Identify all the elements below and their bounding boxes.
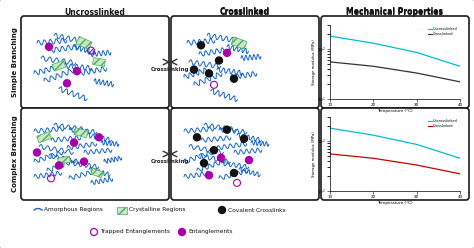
- Bar: [117, 207, 127, 214]
- Text: Crosslinking: Crosslinking: [151, 159, 189, 164]
- Text: Crystalline Regions: Crystalline Regions: [129, 208, 185, 213]
- Bar: [92, 58, 106, 66]
- FancyBboxPatch shape: [21, 16, 169, 108]
- FancyBboxPatch shape: [21, 108, 169, 200]
- Circle shape: [230, 169, 237, 177]
- Y-axis label: Storage modulus (MPa): Storage modulus (MPa): [311, 131, 316, 177]
- Text: Complex Branching: Complex Branching: [12, 116, 18, 192]
- Bar: [76, 36, 92, 50]
- FancyBboxPatch shape: [321, 108, 469, 200]
- Circle shape: [219, 207, 226, 214]
- Circle shape: [201, 160, 208, 167]
- Legend: Uncrosslinked, Crosslinked: Uncrosslinked, Crosslinked: [427, 27, 458, 37]
- Circle shape: [55, 162, 63, 169]
- Circle shape: [71, 139, 78, 146]
- Circle shape: [206, 70, 212, 77]
- Circle shape: [206, 172, 212, 179]
- FancyBboxPatch shape: [171, 16, 319, 108]
- Circle shape: [246, 156, 253, 164]
- Circle shape: [193, 134, 201, 141]
- Circle shape: [64, 80, 71, 87]
- Bar: [52, 61, 66, 71]
- Text: Mechanical Properties: Mechanical Properties: [346, 8, 444, 17]
- FancyBboxPatch shape: [321, 16, 469, 108]
- Text: Amorphous Regions: Amorphous Regions: [44, 208, 103, 213]
- Text: Crosslinked: Crosslinked: [220, 7, 270, 16]
- Circle shape: [210, 147, 218, 154]
- Circle shape: [224, 49, 230, 56]
- Text: Crosslinked: Crosslinked: [220, 8, 270, 17]
- Circle shape: [224, 126, 230, 133]
- Bar: [57, 156, 71, 164]
- Circle shape: [191, 66, 198, 73]
- Text: Crosslinking: Crosslinking: [151, 67, 189, 72]
- Text: Mechanical Properties: Mechanical Properties: [346, 7, 444, 16]
- Circle shape: [73, 68, 81, 75]
- Bar: [91, 168, 103, 178]
- Bar: [231, 37, 247, 49]
- X-axis label: Temperature (°C): Temperature (°C): [377, 109, 413, 113]
- Circle shape: [198, 42, 204, 49]
- Circle shape: [95, 134, 102, 141]
- Y-axis label: Storage modulus (MPa): Storage modulus (MPa): [311, 39, 316, 85]
- Bar: [36, 132, 51, 143]
- Circle shape: [230, 75, 237, 82]
- Bar: [74, 128, 88, 138]
- Circle shape: [240, 135, 247, 142]
- Circle shape: [179, 228, 185, 236]
- Text: Uncrosslinked: Uncrosslinked: [64, 8, 126, 17]
- Text: Simple Branching: Simple Branching: [12, 27, 18, 97]
- Circle shape: [46, 43, 53, 50]
- Circle shape: [34, 149, 40, 156]
- Circle shape: [216, 57, 222, 64]
- Text: Covalent Crosslinks: Covalent Crosslinks: [228, 208, 286, 213]
- Circle shape: [81, 158, 88, 165]
- Text: Trapped Entanglements: Trapped Entanglements: [100, 229, 170, 235]
- FancyBboxPatch shape: [171, 108, 319, 200]
- Circle shape: [218, 154, 225, 161]
- Legend: Uncrosslinked, Crosslinked: Uncrosslinked, Crosslinked: [427, 119, 458, 129]
- X-axis label: Temperature (°C): Temperature (°C): [377, 201, 413, 205]
- Text: Entanglements: Entanglements: [188, 229, 233, 235]
